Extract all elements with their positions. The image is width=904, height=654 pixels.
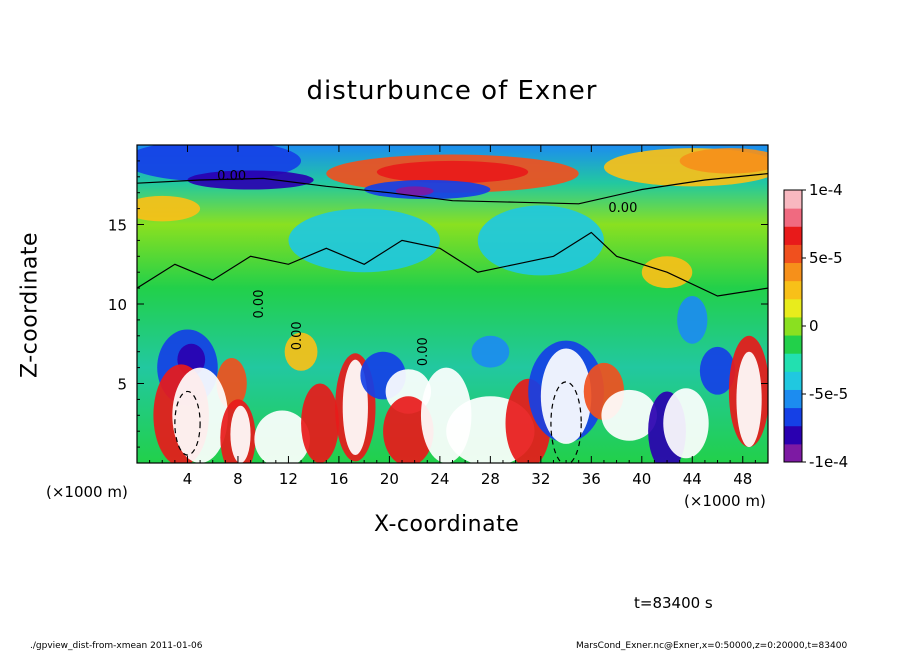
field-anomaly-blob <box>288 208 440 273</box>
field-anomaly-blob <box>342 359 368 456</box>
negative-contour-line <box>174 390 201 456</box>
x-tick-label: 16 <box>329 470 348 488</box>
y-tick-label: 15 <box>108 217 127 235</box>
contour-label: 0.00 <box>416 337 431 366</box>
x-tick-label: 36 <box>582 470 601 488</box>
field-anomaly-blob <box>137 195 201 222</box>
field-anomaly-blob <box>699 346 736 395</box>
colorbar: 1e-4 5e-5 0 -5e-5 -1e-4 <box>783 181 848 471</box>
colorbar-tick-label: -1e-4 <box>809 453 848 471</box>
colorbar-tick-label: 5e-5 <box>809 249 843 267</box>
contour-label: 0.00 <box>290 321 305 350</box>
zero-contour-line <box>137 173 768 205</box>
field-anomaly-blob <box>679 148 768 174</box>
colorbar-swatch <box>784 371 802 390</box>
x-tick-label: 48 <box>733 470 752 488</box>
colorbar-swatch <box>784 280 802 300</box>
field-anomaly-blob <box>663 388 709 459</box>
contour-label: 0.00 <box>608 201 637 216</box>
field-anomaly-blob <box>471 335 510 368</box>
colorbar-swatch <box>784 226 802 245</box>
field-anomaly-blob <box>230 405 251 463</box>
colorbar-tick-label: 0 <box>809 317 819 335</box>
x-tick-label: 20 <box>380 470 399 488</box>
field-layer <box>137 145 768 463</box>
colorbar-tick-label: 1e-4 <box>809 181 843 199</box>
x-tick-label: 12 <box>279 470 298 488</box>
x-unit-label-left: (×1000 m) <box>46 483 128 501</box>
footer-file-info: MarsCond_Exner.nc@Exner,x=0:50000,z=0:20… <box>576 641 848 651</box>
x-unit-label-right: (×1000 m) <box>684 492 766 510</box>
zero-contour-line <box>137 231 768 297</box>
x-tick-label: 28 <box>481 470 500 488</box>
x-axis: 4 8 12 16 20 24 28 32 36 40 44 48 <box>149 145 756 488</box>
colorbar-swatch <box>784 353 802 372</box>
x-axis-label: X-coordinate <box>374 512 520 537</box>
colorbar-swatch <box>784 335 802 354</box>
y-tick-label: 5 <box>117 376 127 394</box>
field-anomaly-blob <box>254 410 310 463</box>
field-anomaly-blob <box>187 170 314 190</box>
x-tick-label: 44 <box>683 470 702 488</box>
negative-contour-line <box>550 381 582 463</box>
field-anomaly-blob <box>677 296 708 344</box>
colorbar-swatch <box>784 316 802 336</box>
colorbar-swatch <box>784 208 802 227</box>
footer-script-info: ./gpview_dist-from-xmean 2011-01-06 <box>30 641 203 651</box>
x-tick-label: 40 <box>632 470 651 488</box>
colorbar-swatch <box>784 407 802 427</box>
x-tick-label: 8 <box>233 470 243 488</box>
field-anomaly-blob <box>395 186 434 196</box>
contour-layer: 0.00 0.00 0.00 0.00 0.00 <box>137 169 768 463</box>
y-axis: 5 10 15 <box>108 160 768 448</box>
field-anomaly-blob <box>301 383 339 463</box>
field-anomaly-blob <box>540 348 592 444</box>
field-anomaly-blob <box>477 205 604 276</box>
y-tick-label: 10 <box>108 296 127 314</box>
contour-label: 0.00 <box>252 290 267 319</box>
field-anomaly-blob <box>383 396 434 463</box>
colorbar-tick-label: -5e-5 <box>809 385 848 403</box>
chart-title: disturbunce of Exner <box>306 76 598 106</box>
contour-label: 0.00 <box>217 169 246 184</box>
colorbar-swatch <box>784 425 802 445</box>
x-tick-label: 32 <box>531 470 550 488</box>
colorbar-swatch <box>784 190 802 209</box>
colorbar-swatch <box>784 443 802 463</box>
field-anomaly-blob <box>601 389 657 441</box>
x-tick-label: 24 <box>430 470 449 488</box>
time-label: t=83400 s <box>634 594 713 612</box>
field-anomaly-blob <box>284 332 318 371</box>
field-anomaly-blob <box>376 160 529 184</box>
x-tick-label: 4 <box>183 470 193 488</box>
colorbar-swatch <box>784 389 802 409</box>
field-anomaly-blob <box>736 351 762 448</box>
colorbar-swatch <box>784 262 802 282</box>
colorbar-swatch <box>784 298 802 318</box>
colorbar-swatch <box>784 244 802 264</box>
